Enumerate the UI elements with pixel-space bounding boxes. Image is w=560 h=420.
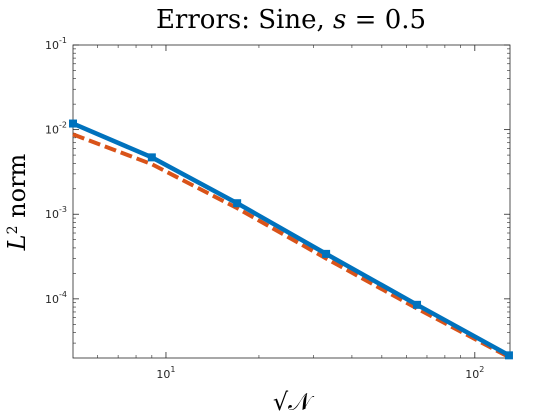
major-ticks [73, 44, 510, 358]
y-tick-label: 10-2 [45, 121, 67, 137]
series-point-marker [504, 351, 513, 360]
series-point-marker [147, 153, 156, 162]
y-tick-label: 10-3 [45, 205, 67, 221]
chart-title: Errors: Sine, s = 0.5 [156, 5, 426, 35]
x-axis-label: √𝒩 [273, 388, 315, 416]
series-point-marker [233, 199, 242, 208]
minor-ticks [73, 45, 510, 358]
series-layer [69, 119, 513, 360]
x-tick-label: 101 [156, 365, 175, 381]
series-point-marker [69, 119, 77, 128]
y-tick-label: 10-4 [45, 290, 67, 306]
tick-labels: 101 102 10-1 10-2 10-3 10-4 [45, 36, 484, 381]
series-line-solid [72, 121, 511, 358]
x-tick-label: 102 [465, 365, 484, 381]
series-point-marker [413, 300, 422, 309]
series-line-dashed [72, 132, 510, 359]
axes-box [72, 44, 511, 359]
plot-area [69, 44, 513, 360]
y-tick-label: 10-1 [45, 36, 67, 52]
series-point-marker [322, 249, 331, 258]
y-axis-label: L2 norm [3, 153, 31, 251]
